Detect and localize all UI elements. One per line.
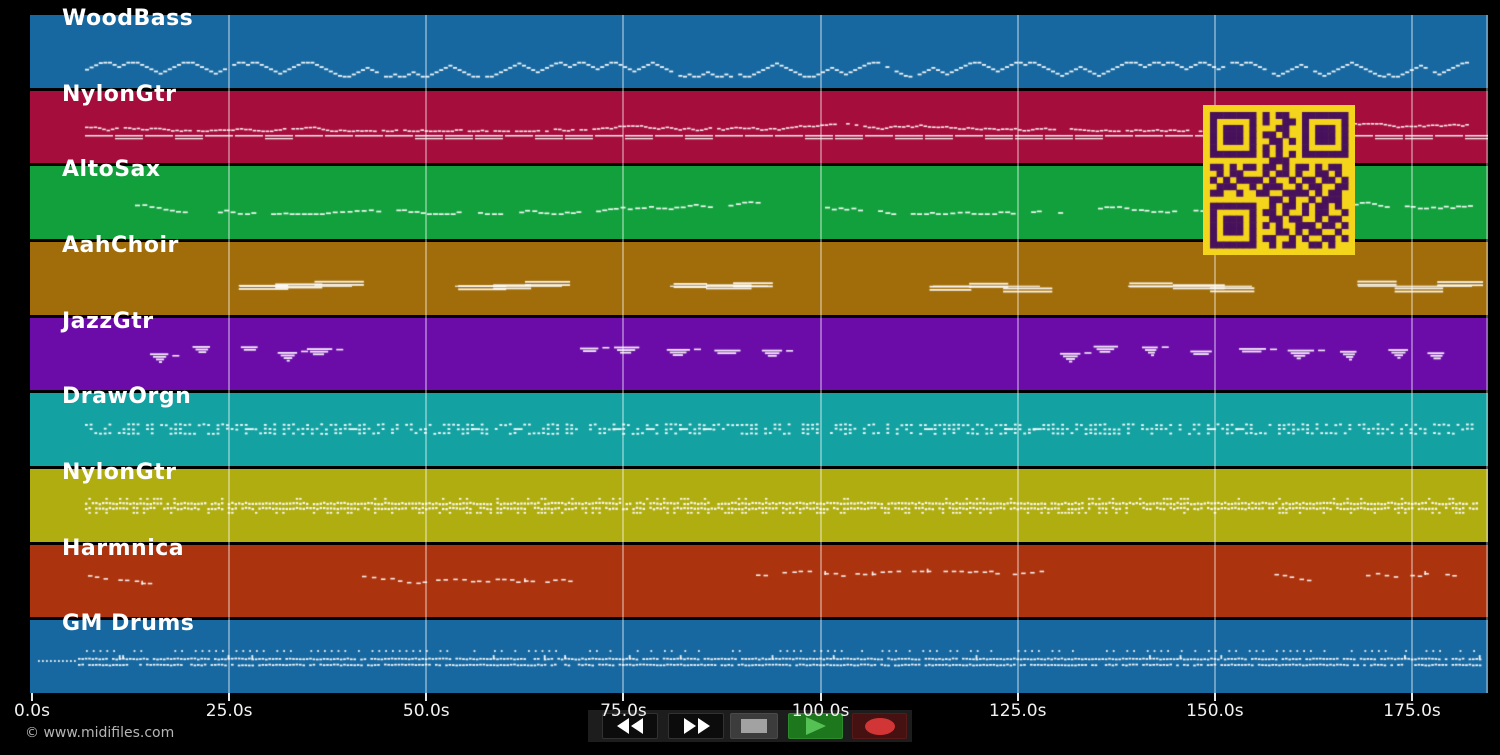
timeline-tick	[819, 693, 822, 701]
timeline-tick-label: 75.0s	[600, 701, 647, 721]
timeline-tick	[622, 693, 625, 701]
record-icon	[864, 717, 895, 735]
fast-forward-icon	[683, 718, 710, 734]
rewind-icon	[616, 718, 644, 734]
timeline-tick-label: 50.0s	[402, 701, 450, 721]
timeline-tick-label: 0.0s	[14, 701, 50, 721]
timeline-tick-label: 25.0s	[205, 701, 253, 721]
rewind-button[interactable]	[602, 713, 658, 739]
timeline-tick	[1410, 693, 1413, 701]
timeline-tick-label: 175.0s	[1383, 701, 1441, 721]
qr-code	[1203, 105, 1355, 255]
timeline-tick	[1213, 693, 1216, 701]
transport-bar	[588, 710, 912, 742]
play-icon	[805, 717, 826, 735]
fast-forward-button[interactable]	[668, 713, 724, 739]
timeline-tick-label: 150.0s	[1186, 701, 1244, 721]
timeline-tick-label: 100.0s	[791, 701, 850, 721]
track-plot-area: WoodBassNylonGtrAltoSaxAahChoirJazzGtrDr…	[30, 6, 1488, 693]
play-button[interactable]	[788, 713, 843, 739]
stop-button[interactable]	[730, 713, 778, 739]
timeline-tick	[1016, 693, 1019, 701]
copyright-text: © www.midifiles.com	[25, 725, 175, 741]
timeline-tick	[425, 693, 428, 701]
stop-icon	[741, 719, 767, 733]
timeline-tick	[31, 693, 33, 701]
record-button[interactable]	[852, 713, 907, 739]
timeline-tick-label: 125.0s	[988, 701, 1047, 721]
timeline-tick	[228, 693, 231, 701]
